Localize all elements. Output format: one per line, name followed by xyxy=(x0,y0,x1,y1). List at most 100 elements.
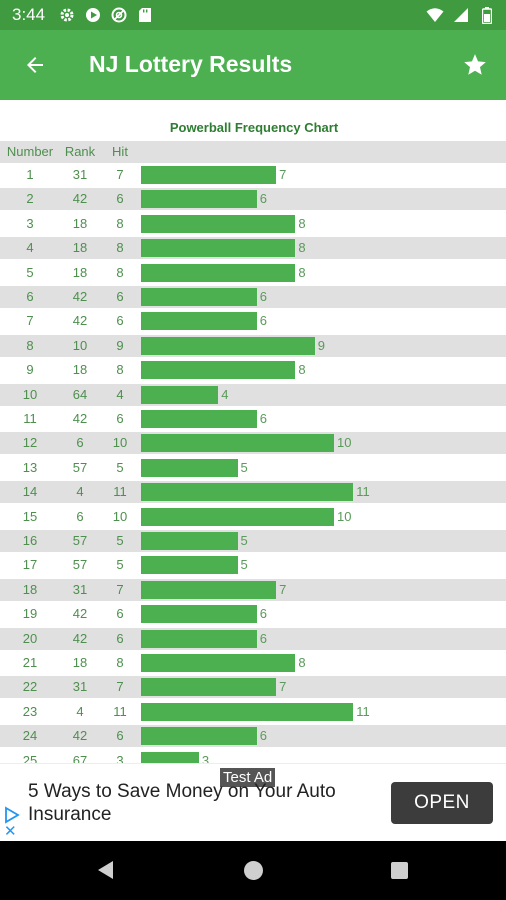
row-hit: 5 xyxy=(100,530,140,552)
frequency-bar xyxy=(141,580,277,599)
row-hit: 6 xyxy=(116,313,124,329)
row-hit: 8 xyxy=(116,264,124,280)
table-row: 24 42 6 6 xyxy=(0,725,506,748)
bar-value-label: 11 xyxy=(356,484,370,500)
bar-value-label: 6 xyxy=(259,289,268,304)
bar-value-label: 6 xyxy=(259,191,268,207)
bar-cell: 10 xyxy=(140,506,506,528)
table-row: 14 4 11 11 xyxy=(0,481,506,504)
row-rank: 18 xyxy=(60,237,100,260)
row-rank: 42 xyxy=(60,627,100,650)
bar-value-label: 7 xyxy=(279,581,287,597)
bar-value-label: 3 xyxy=(201,752,210,763)
row-rank: 18 xyxy=(72,215,88,231)
frequency-bar xyxy=(141,214,296,233)
frequency-bar xyxy=(141,654,296,672)
frequency-bar xyxy=(141,605,257,624)
bar-cell: 10 xyxy=(140,432,506,455)
table-row: 25 67 3 3 xyxy=(0,750,506,763)
row-number: 19 xyxy=(22,606,38,622)
ad-banner[interactable]: Test Ad 5 Ways to Save Money on Your Aut… xyxy=(0,763,506,841)
row-number: 17 xyxy=(22,557,38,573)
row-hit: 6 xyxy=(100,725,140,748)
frequency-bar xyxy=(141,190,257,209)
wifi-icon xyxy=(426,6,444,24)
bar-cell: 7 xyxy=(140,164,506,186)
row-number: 2 xyxy=(0,188,60,211)
table-row: 9 18 8 8 xyxy=(0,359,506,381)
bar-cell: 4 xyxy=(140,383,506,406)
table-header: Number Rank Hit xyxy=(0,141,506,163)
ad-headline[interactable]: 5 Ways to Save Money on Your Auto Insura… xyxy=(28,781,336,825)
table-row: 22 31 7 7 xyxy=(0,676,506,699)
bar-value-label: 5 xyxy=(240,533,248,548)
bar-cell: 5 xyxy=(140,457,506,479)
row-rank: 57 xyxy=(60,530,100,552)
row-rank: 6 xyxy=(60,432,100,455)
frequency-bar xyxy=(141,751,199,763)
table-row: 23 4 11 11 xyxy=(0,701,506,723)
navigation-bar xyxy=(0,841,506,900)
system-icons xyxy=(426,6,496,24)
row-hit: 6 xyxy=(116,606,124,622)
row-number: 1 xyxy=(26,167,34,182)
frequency-bar xyxy=(141,239,296,258)
bar-cell: 6 xyxy=(140,408,506,430)
bar-value-label: 10 xyxy=(337,435,352,451)
row-hit: 6 xyxy=(100,188,140,211)
row-rank: 31 xyxy=(72,167,88,182)
row-hit: 4 xyxy=(100,383,140,406)
row-number: 7 xyxy=(26,313,34,329)
notification-icons xyxy=(58,6,154,24)
row-number: 5 xyxy=(26,264,34,280)
favorite-button[interactable] xyxy=(458,48,492,82)
row-number: 4 xyxy=(0,237,60,260)
row-number: 18 xyxy=(0,578,60,601)
frequency-bar xyxy=(141,166,277,184)
open-button[interactable]: OPEN xyxy=(391,782,493,824)
frequency-bar xyxy=(141,458,238,477)
bar-cell: 7 xyxy=(140,578,506,601)
table-row: 19 42 6 6 xyxy=(0,603,506,625)
row-hit: 10 xyxy=(112,508,128,524)
star-icon xyxy=(464,54,486,75)
table-row: 13 57 5 5 xyxy=(0,457,506,479)
row-rank: 64 xyxy=(60,383,100,406)
ad-choices-icon[interactable] xyxy=(3,806,21,824)
nav-home-icon[interactable] xyxy=(244,861,263,880)
row-rank: 42 xyxy=(72,313,88,329)
chart-title: Powerball Frequency Chart xyxy=(169,120,339,135)
row-number: 3 xyxy=(26,215,34,231)
row-hit: 3 xyxy=(116,752,124,763)
nav-recents-icon[interactable] xyxy=(391,862,408,879)
row-rank: 18 xyxy=(72,264,88,280)
row-hit: 6 xyxy=(100,286,140,308)
row-hit: 9 xyxy=(100,334,140,357)
frequency-bar xyxy=(141,336,315,355)
table-row: 11 42 6 6 xyxy=(0,408,506,430)
table-row: 16 57 5 5 xyxy=(0,530,506,552)
table-row: 10 64 4 4 xyxy=(0,383,506,406)
bar-value-label: 10 xyxy=(337,508,352,524)
bar-cell: 8 xyxy=(140,213,506,235)
row-hit: 5 xyxy=(116,557,124,573)
row-hit: 10 xyxy=(100,432,140,455)
close-icon[interactable]: ✕ xyxy=(4,823,17,840)
row-number: 22 xyxy=(0,676,60,699)
bar-cell: 6 xyxy=(140,310,506,332)
row-rank: 57 xyxy=(72,557,88,573)
row-number: 6 xyxy=(0,286,60,308)
frequency-table[interactable]: Number Rank Hit 1 31 7 7 2 42 6 6 3 18 8 8 4 18 8 8 5 18 8… xyxy=(0,141,506,763)
back-button[interactable] xyxy=(18,48,52,82)
column-header-hit: Hit xyxy=(100,141,140,163)
frequency-bar xyxy=(141,556,238,575)
play-icon xyxy=(84,6,102,24)
row-hit: 5 xyxy=(116,459,124,475)
bar-cell: 5 xyxy=(140,530,506,552)
sd-card-icon xyxy=(136,6,154,24)
nav-back-icon[interactable] xyxy=(97,860,115,885)
bar-cell: 6 xyxy=(140,188,506,211)
test-ad-badge: Test Ad xyxy=(220,768,276,787)
bar-cell: 8 xyxy=(140,262,506,284)
frequency-bar xyxy=(141,385,219,404)
